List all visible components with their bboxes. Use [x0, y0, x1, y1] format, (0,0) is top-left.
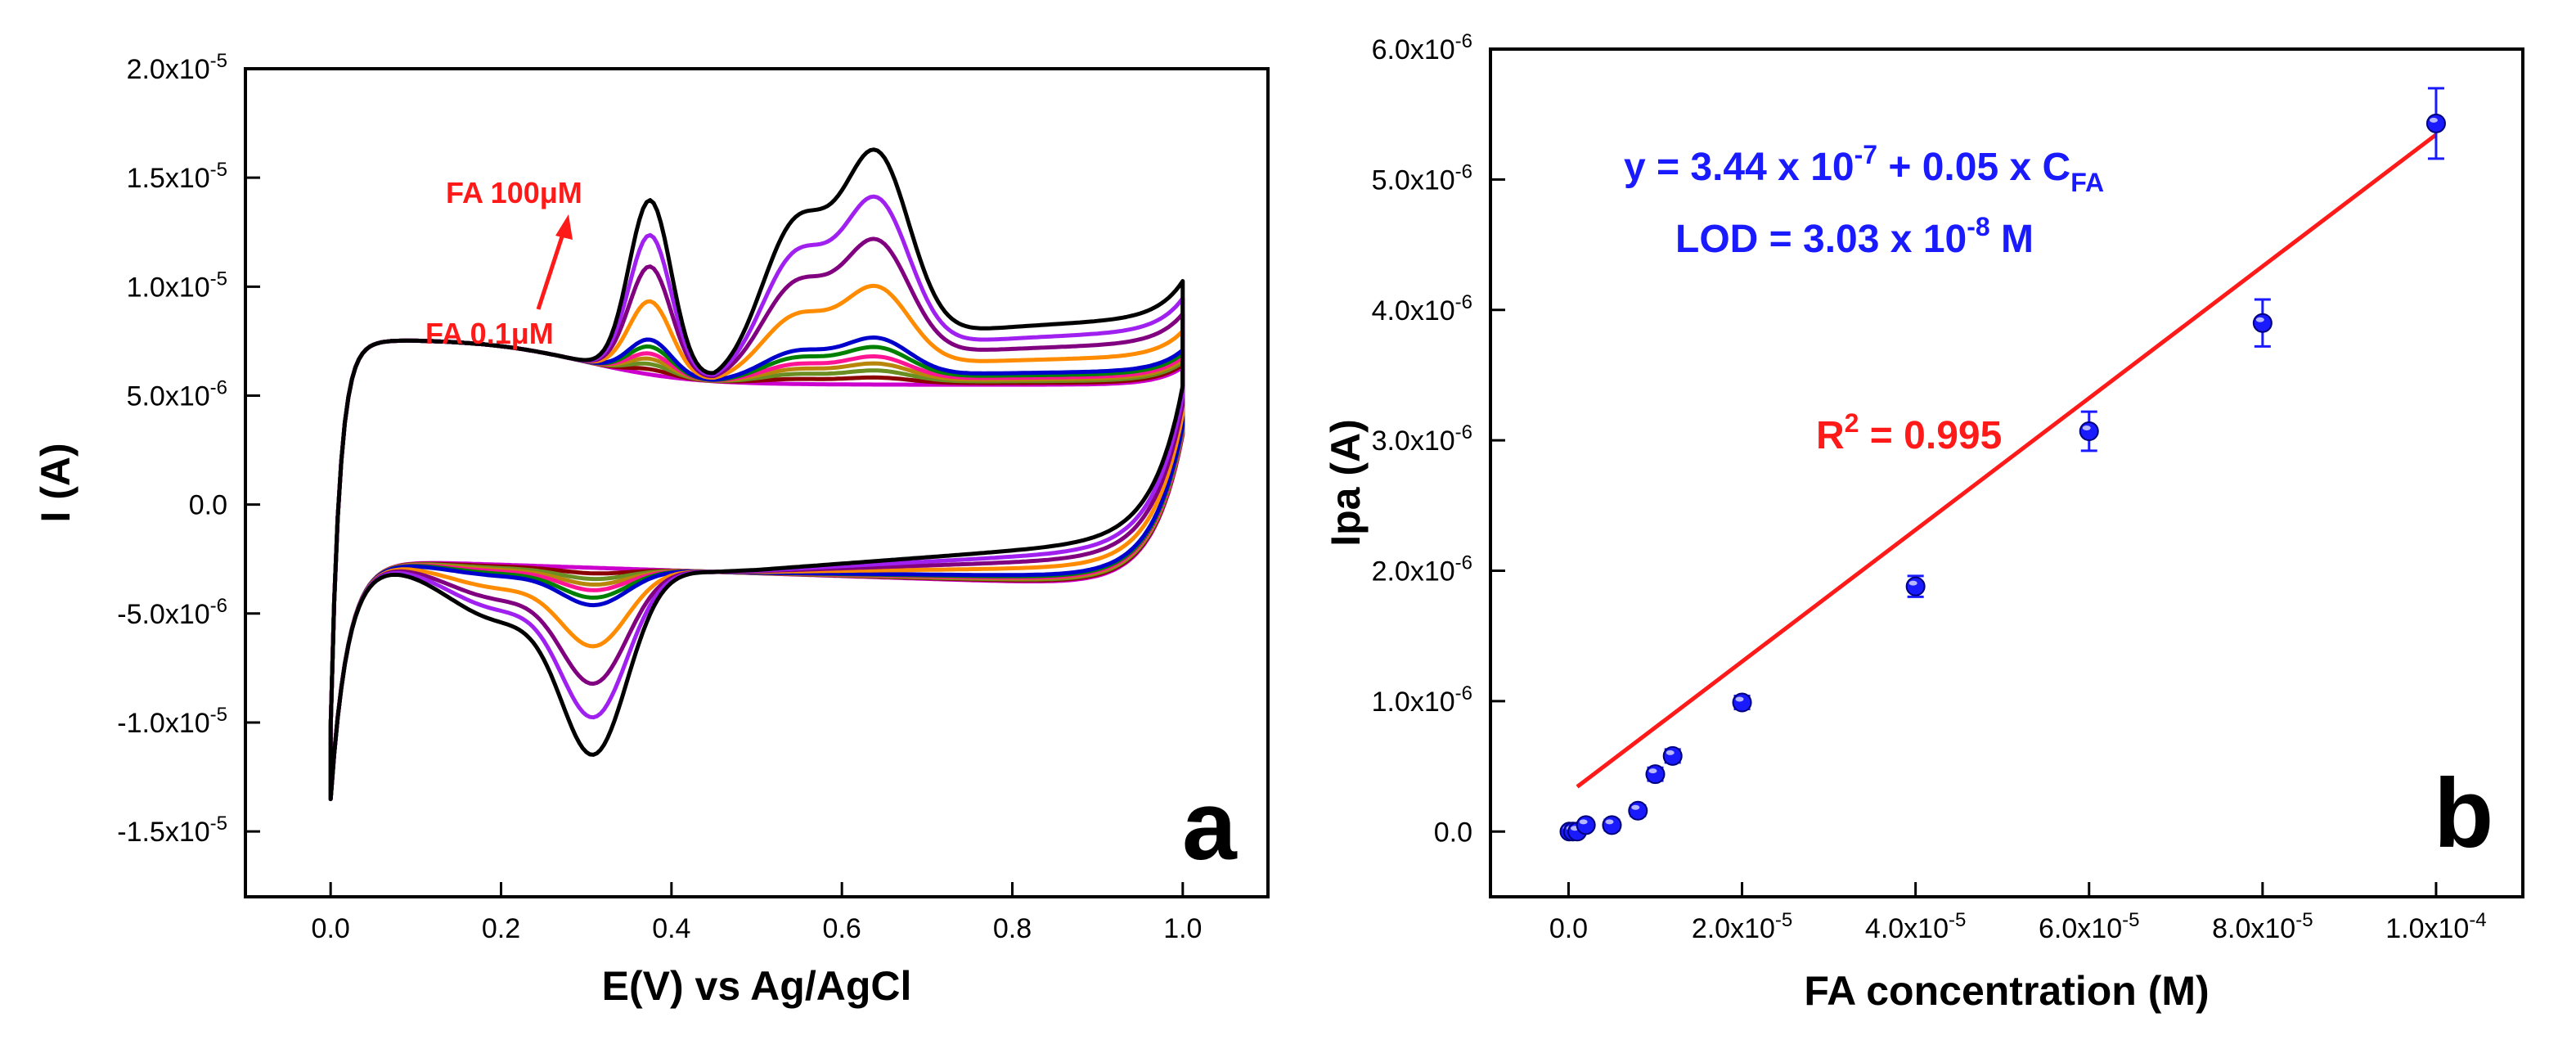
panel-a-x-axis-title: E(V) vs Ag/AgCl	[602, 963, 912, 1009]
data-point-11	[2252, 313, 2273, 333]
panel-a-label: a	[1182, 771, 1238, 880]
panel-a-y-ticks: -1.5x10-5 -1.0x10-5 -5.0x10-6 0.0 5.0x10-6 1.…	[117, 50, 260, 848]
data-point-4	[1602, 815, 1622, 835]
cv-curve-10	[328, 147, 1185, 802]
point-highlight	[1631, 804, 1640, 810]
point-highlight	[2082, 425, 2091, 430]
increase-arrow	[536, 214, 573, 310]
regression-equation: y = 3.44 x 10-7 + 0.05 x CFA	[1624, 140, 2104, 197]
x-tick-label: 4.0x10-5	[1865, 909, 1966, 944]
y-tick-label: 3.0x10-6	[1372, 421, 1472, 457]
cv-curve-9	[328, 194, 1185, 801]
point-highlight	[1666, 750, 1675, 755]
point-highlight	[1605, 819, 1614, 825]
panel-b-label: b	[2434, 759, 2493, 868]
y-tick-label: -1.0x10-5	[117, 704, 227, 739]
data-point-12	[2425, 113, 2446, 133]
x-tick-label: 0.0	[1549, 913, 1588, 944]
data-point-9	[1905, 576, 1926, 597]
y-tick-label: 1.0x10-6	[1372, 682, 1472, 718]
x-tick-label: 0.2	[482, 913, 520, 944]
y-tick-label: -5.0x10-6	[117, 595, 227, 630]
panel-b-y-axis-title: Ipa (A)	[1323, 419, 1369, 547]
cv-curve-6	[328, 335, 1185, 801]
y-tick-label: 5.0x10-6	[127, 376, 227, 412]
x-tick-label: 0.6	[823, 913, 861, 944]
x-tick-label: 1.0	[1163, 913, 1202, 944]
data-point-5	[1628, 800, 1648, 821]
point-highlight	[2255, 317, 2264, 322]
point-highlight	[2429, 117, 2438, 123]
data-point-7	[1662, 745, 1683, 766]
x-tick-label: 0.8	[993, 913, 1032, 944]
x-tick-label: 8.0x10-5	[2212, 909, 2313, 944]
panel-a-frame	[244, 67, 1270, 898]
data-point-8	[1732, 692, 1752, 713]
panel-a-x-ticks: 0.0 0.2 0.4 0.6 0.8 1.0	[312, 882, 1202, 944]
point-highlight	[1579, 819, 1588, 825]
panel-a-chart: 0.0 0.2 0.4 0.6 0.8 1.0 -1.5x10-5 -1.0x10-5 -5.…	[33, 50, 1270, 1009]
data-point-10	[2079, 421, 2099, 441]
calibration-points	[1559, 87, 2446, 842]
panel-b-x-ticks: 0.0 2.0x10-5 4.0x10-5 6.0x10-5 8.0x10-5 1.0x1…	[1549, 882, 2487, 944]
panel-b-frame	[1489, 47, 2524, 898]
y-tick-label: 2.0x10-5	[127, 50, 227, 85]
y-tick-label: 1.5x10-5	[127, 159, 227, 194]
panel-b-y-ticks: 0.0 1.0x10-6 2.0x10-6 3.0x10-6 4.0x10-6 5.0x1…	[1372, 30, 1505, 848]
annotation-fa-100um: FA 100μM	[446, 176, 582, 209]
x-tick-label: 1.0x10-4	[2385, 909, 2486, 944]
lod-value: LOD = 3.03 x 10-8 M	[1675, 212, 2034, 261]
panel-b-x-axis-title: FA concentration (M)	[1804, 968, 2209, 1014]
x-tick-label: 2.0x10-5	[1692, 909, 1792, 944]
y-tick-label: 0.0	[1434, 817, 1472, 848]
cv-curve-7	[328, 283, 1185, 801]
x-tick-label: 0.0	[312, 913, 350, 944]
x-tick-label: 0.4	[652, 913, 690, 944]
annotation-fa-0-1um: FA 0.1μM	[425, 317, 554, 350]
r-squared-value: R2 = 0.995	[1816, 408, 2002, 457]
data-point-3	[1576, 815, 1596, 835]
y-tick-label: 1.0x10-5	[127, 268, 227, 303]
cv-curves	[328, 147, 1185, 802]
y-tick-label: 2.0x10-6	[1372, 552, 1472, 588]
panel-b-chart: 0.0 2.0x10-5 4.0x10-5 6.0x10-5 8.0x10-5 1.0x1…	[1323, 30, 2524, 1014]
point-highlight	[1735, 696, 1744, 702]
panel-a-y-axis-title: I (A)	[33, 443, 79, 522]
y-tick-label: 0.0	[189, 490, 227, 521]
y-tick-label: -1.5x10-5	[117, 813, 227, 848]
linear-fit-line	[1576, 133, 2438, 789]
point-highlight	[1908, 580, 1917, 586]
y-tick-label: 6.0x10-6	[1372, 30, 1472, 65]
x-tick-label: 6.0x10-5	[2039, 909, 2139, 944]
point-highlight	[1648, 768, 1657, 774]
data-point-6	[1645, 764, 1666, 785]
y-tick-label: 5.0x10-6	[1372, 160, 1472, 196]
y-tick-label: 4.0x10-6	[1372, 291, 1472, 326]
